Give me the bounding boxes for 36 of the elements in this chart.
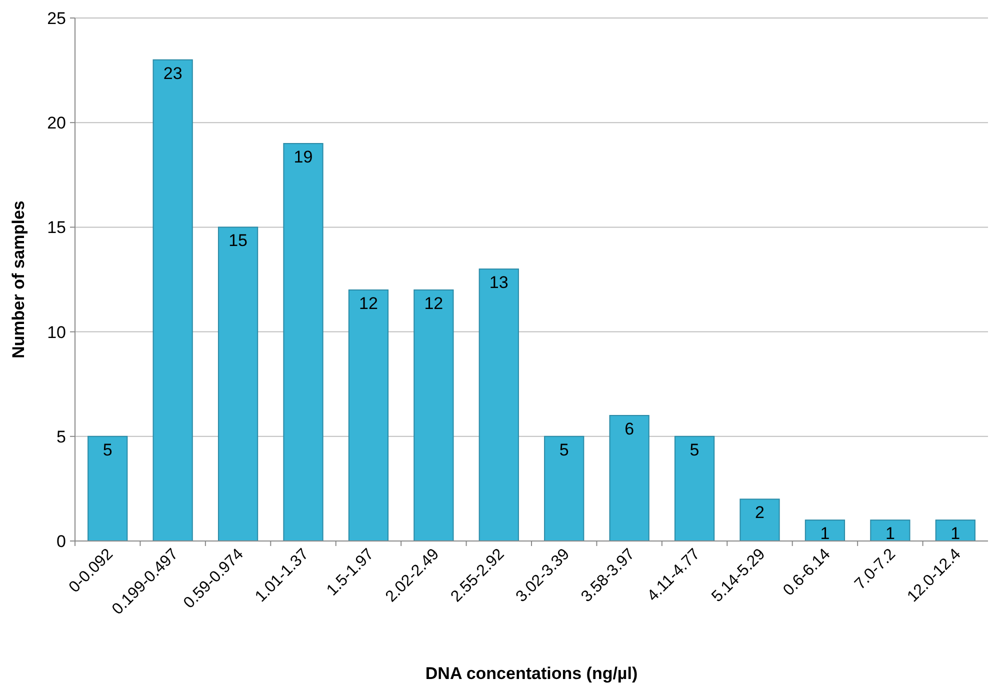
bar	[478, 268, 519, 542]
data-label: 23	[163, 64, 182, 83]
bar	[218, 226, 258, 542]
data-label: 12	[359, 294, 378, 313]
data-label: 5	[690, 440, 700, 460]
data-label: 15	[228, 231, 248, 250]
data-label: 1	[950, 524, 960, 544]
bar	[414, 289, 454, 542]
bar	[870, 520, 910, 542]
x-axis-title: DNA concentations (ng/µl)	[425, 664, 638, 683]
bar	[88, 436, 128, 542]
data-label: 13	[489, 273, 508, 292]
bar	[544, 436, 584, 542]
bar	[935, 520, 976, 542]
y-tick-label: 0	[56, 532, 66, 551]
data-label: 5	[559, 440, 569, 460]
bar	[283, 143, 324, 542]
bar	[609, 414, 650, 542]
bar	[804, 520, 846, 542]
y-tick-label: 5	[56, 427, 66, 446]
y-tick-label: 25	[47, 8, 66, 28]
y-tick-label: 20	[47, 114, 66, 133]
bar	[674, 436, 715, 542]
data-label: 6	[624, 419, 634, 438]
y-axis-title: Number of samples	[9, 200, 28, 358]
data-label: 19	[294, 148, 313, 167]
y-tick-label: 10	[47, 322, 66, 342]
bar	[740, 498, 780, 542]
y-tick-label: 15	[47, 218, 66, 238]
data-label: 1	[885, 524, 895, 544]
bar	[152, 59, 193, 542]
data-label: 1	[820, 524, 830, 544]
data-label: 5	[102, 440, 112, 460]
data-label: 12	[424, 294, 444, 313]
data-label: 2	[755, 503, 764, 522]
bar	[348, 289, 389, 542]
